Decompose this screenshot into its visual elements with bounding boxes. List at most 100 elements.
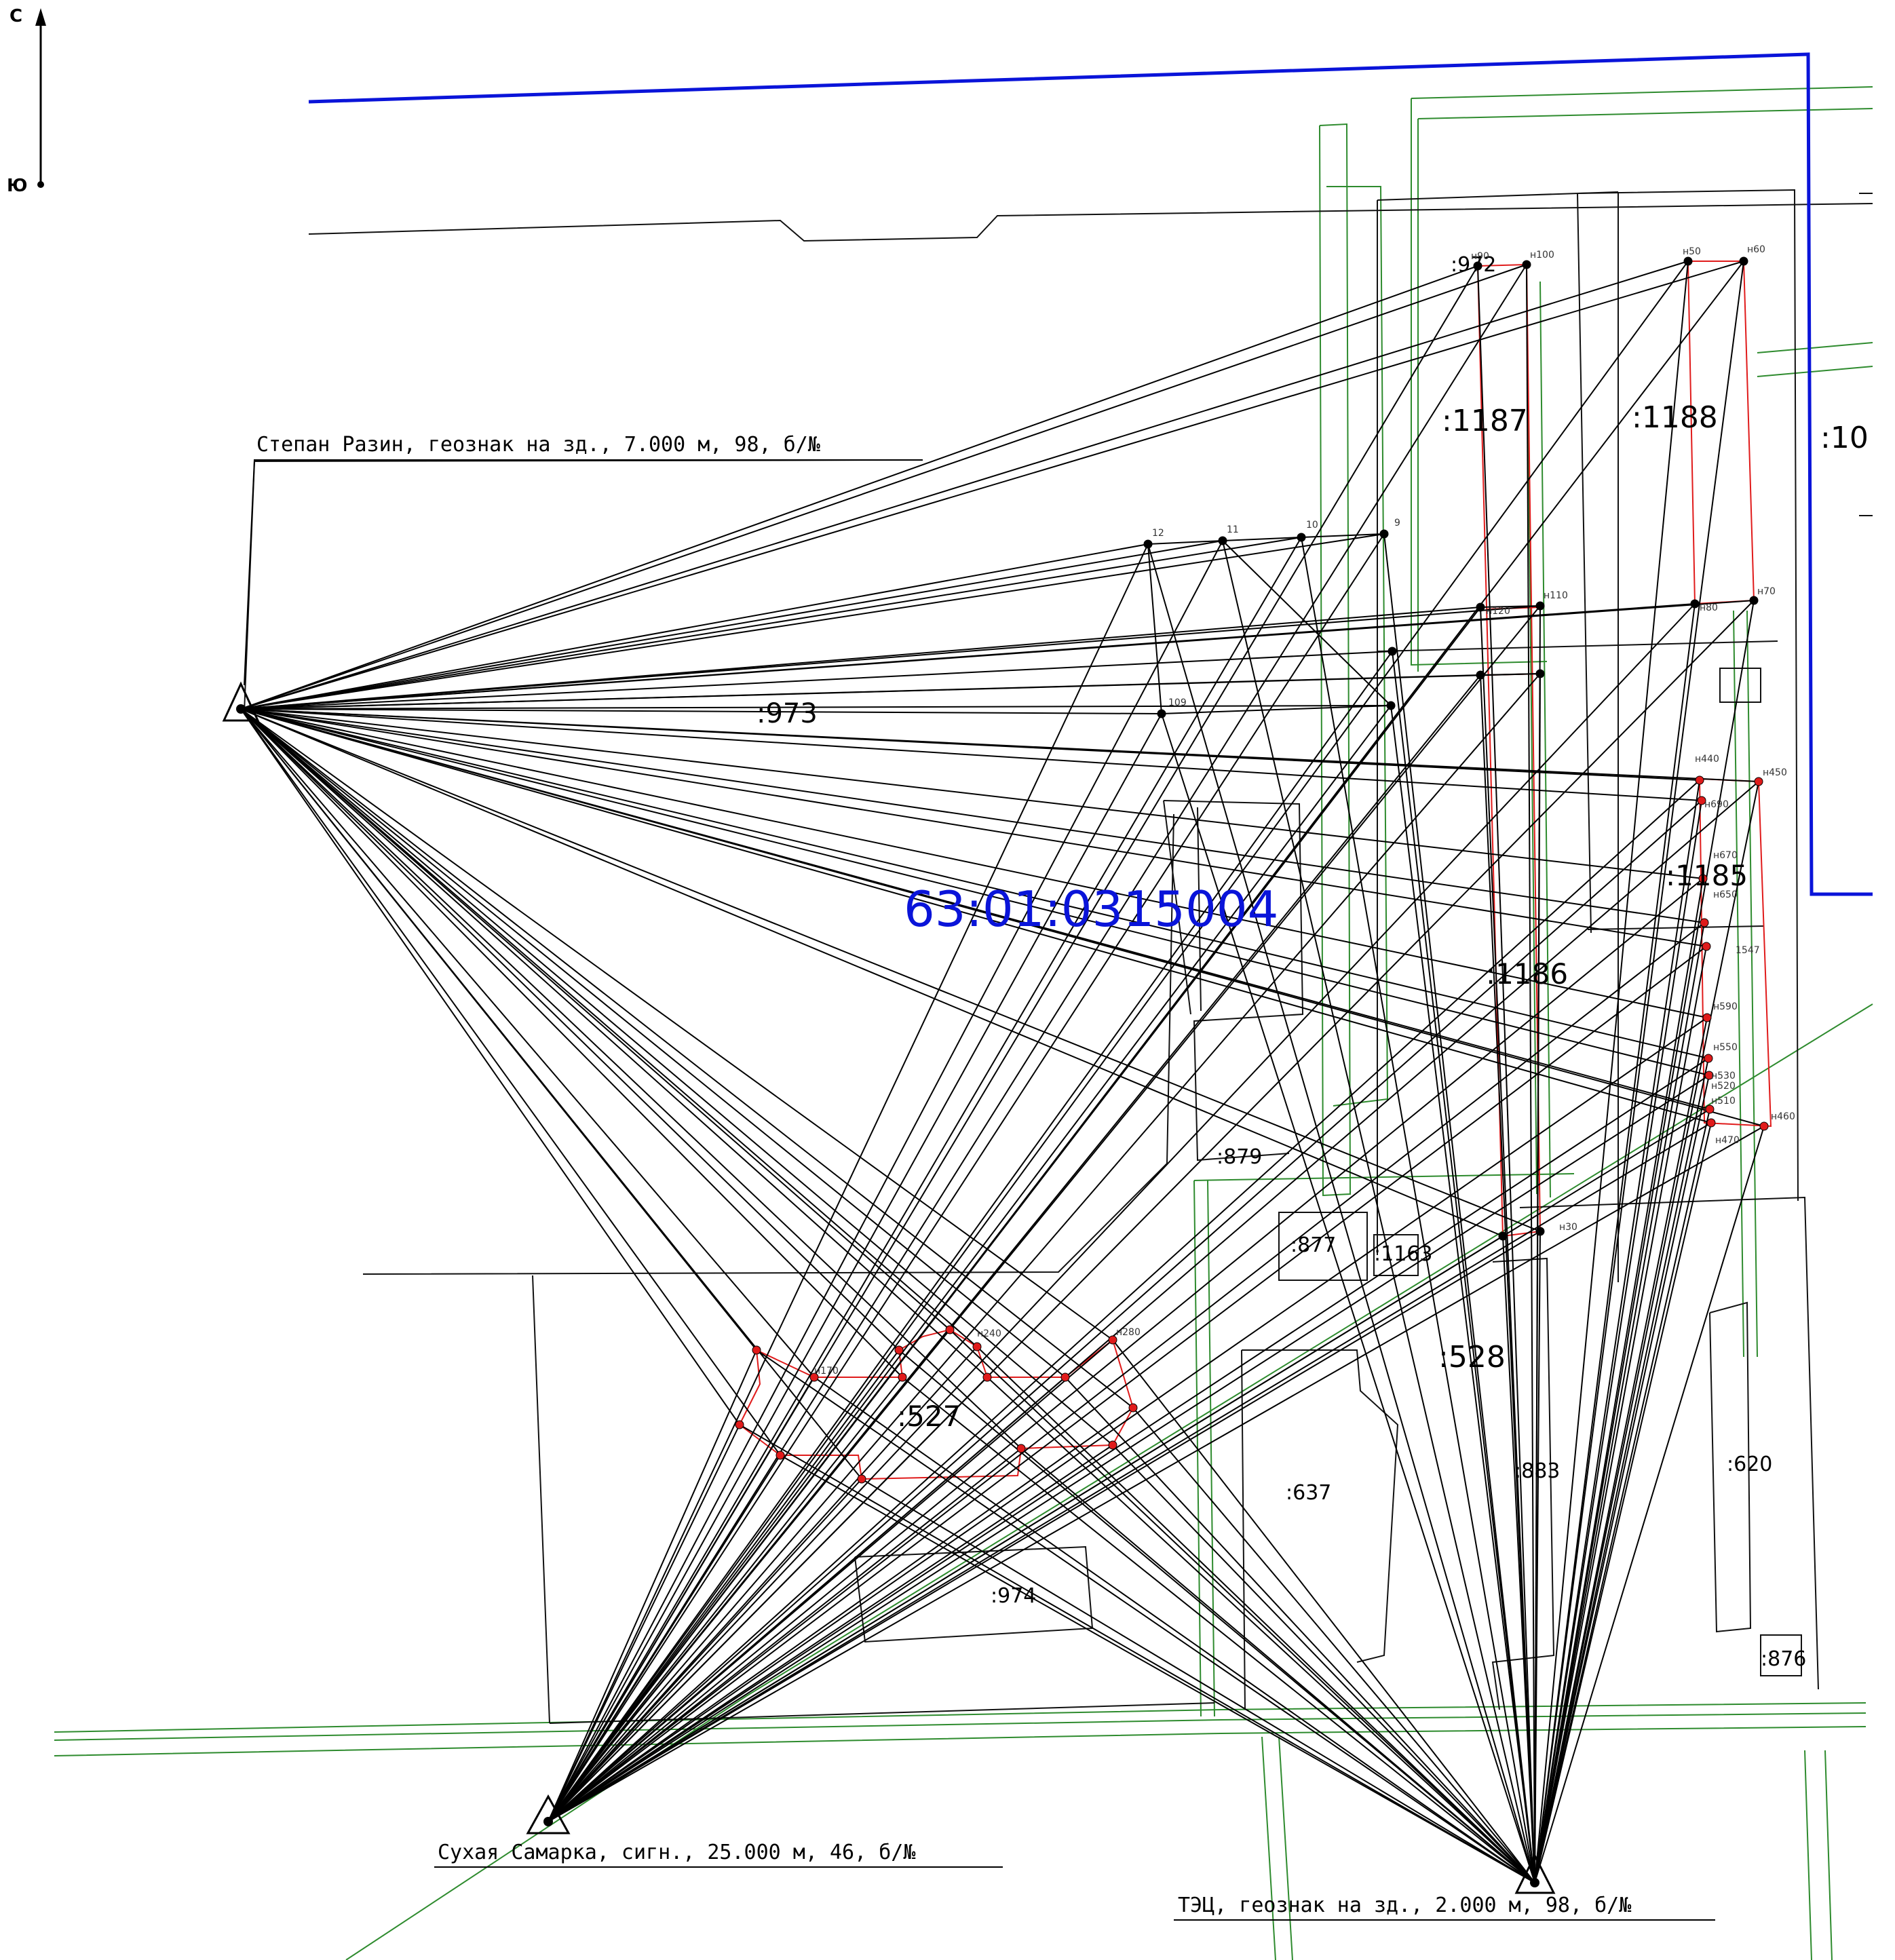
survey-point-marker xyxy=(1759,1121,1769,1131)
point-label: н460 xyxy=(1771,1111,1795,1122)
observation-ray xyxy=(548,1455,781,1822)
observation-ray xyxy=(548,261,1689,1822)
parcel-label-10: :10 xyxy=(1820,421,1869,455)
observation-ray xyxy=(240,708,1759,782)
observation-ray xyxy=(1222,537,1302,541)
survey-point-marker xyxy=(1473,261,1482,271)
observation-ray xyxy=(861,1478,1535,1883)
observation-ray xyxy=(548,607,1481,1822)
station-caption-razin: Степан Разин, геознак на зд., 7.000 м, 9… xyxy=(256,433,820,457)
survey-point-marker xyxy=(1702,942,1711,951)
parcel-label-1186: :1186 xyxy=(1486,957,1568,991)
observation-ray xyxy=(976,1346,1535,1883)
survey-point-marker xyxy=(1108,1440,1117,1450)
block-number-label: 63:01:0315004 xyxy=(904,881,1278,938)
survey-point-marker xyxy=(809,1372,819,1382)
survey-point-marker xyxy=(1476,670,1485,680)
survey-point-marker xyxy=(1706,1118,1716,1128)
parcel-label-1163: :1163 xyxy=(1374,1242,1432,1266)
observation-ray xyxy=(240,708,1162,714)
observation-ray xyxy=(548,780,1700,1822)
point-label: 9 xyxy=(1394,518,1400,529)
survey-point-marker xyxy=(1218,536,1227,545)
observation-ray xyxy=(240,537,1302,710)
observation-ray xyxy=(240,708,781,1456)
survey-point-marker xyxy=(982,1372,992,1382)
point-label: 12 xyxy=(1152,528,1164,539)
observation-ray xyxy=(1112,1339,1535,1883)
observation-ray xyxy=(548,1339,1113,1822)
compass-north-label: С xyxy=(9,6,22,26)
observation-ray xyxy=(548,946,1707,1822)
observation-ray xyxy=(548,540,1223,1822)
observation-ray xyxy=(548,1235,1504,1822)
point-label: н50 xyxy=(1683,246,1701,257)
observation-ray xyxy=(1534,1122,1712,1883)
observation-ray xyxy=(1161,713,1535,1883)
point-label: 10 xyxy=(1306,520,1318,531)
survey-point-marker xyxy=(735,1420,744,1429)
north-arrow-icon xyxy=(35,8,46,188)
station-caption-samarka: Сухая Самарка, сигн., 25.000 м, 46, б/№ xyxy=(438,1841,915,1864)
observation-ray xyxy=(1502,1235,1535,1883)
survey-point-marker xyxy=(1060,1372,1070,1382)
point-labels: н90 н100 н50 н60 12 11 10 9 н120 н110 н8… xyxy=(814,244,1795,1377)
red-contours xyxy=(738,261,1772,1480)
point-label: н550 xyxy=(1713,1042,1738,1053)
observation-ray xyxy=(1534,1231,1541,1883)
observation-rays xyxy=(240,261,1765,1883)
survey-point-marker xyxy=(1749,596,1759,605)
survey-point-marker xyxy=(1016,1444,1026,1453)
observation-ray xyxy=(240,708,1504,1237)
observation-ray xyxy=(240,708,1541,1232)
point-label: н120 xyxy=(1486,606,1510,617)
observation-ray xyxy=(1301,537,1535,1883)
observation-ray xyxy=(240,651,1393,710)
observation-ray xyxy=(1534,673,1541,1883)
point-label: н590 xyxy=(1713,1001,1738,1012)
observation-ray xyxy=(756,1349,1535,1883)
observation-ray xyxy=(548,651,1393,1822)
survey-point-marker xyxy=(1297,533,1306,542)
survey-point-marker xyxy=(1143,539,1153,549)
point-label: н510 xyxy=(1711,1096,1736,1107)
green-zone-lines xyxy=(54,86,1873,1960)
parcel-label-877: :877 xyxy=(1290,1233,1336,1257)
block-boundary xyxy=(308,52,1873,896)
observation-ray xyxy=(548,1075,1710,1822)
observation-ray xyxy=(1480,673,1541,676)
point-label: н30 xyxy=(1559,1222,1577,1233)
observation-ray xyxy=(1534,603,1696,1883)
survey-point-marker xyxy=(972,1342,982,1351)
point-label: н90 xyxy=(1471,251,1489,262)
survey-point-marker xyxy=(1157,709,1166,718)
observation-ray xyxy=(548,533,1385,1822)
observation-ray xyxy=(240,265,1478,710)
observation-ray xyxy=(739,1424,1535,1883)
observation-ray xyxy=(1301,533,1385,538)
survey-point-marker xyxy=(776,1450,785,1460)
survey-point-marker xyxy=(1702,1013,1712,1022)
observation-ray xyxy=(240,708,1710,1076)
observation-ray xyxy=(240,708,1707,947)
observation-ray xyxy=(548,1478,862,1822)
observation-ray xyxy=(1383,533,1535,1883)
observation-ray xyxy=(548,705,1392,1822)
observation-ray xyxy=(240,708,1765,1127)
observation-ray xyxy=(1534,800,1702,1883)
survey-point-marker xyxy=(1535,669,1545,678)
observation-ray xyxy=(240,708,903,1378)
observation-ray xyxy=(1477,265,1535,1883)
observation-ray xyxy=(1534,261,1689,1883)
point-label: 109 xyxy=(1168,697,1187,708)
observation-ray xyxy=(548,713,1162,1822)
observation-ray xyxy=(240,708,978,1347)
observation-ray xyxy=(1480,674,1535,1883)
observation-ray xyxy=(1161,705,1392,714)
observation-ray xyxy=(548,537,1302,1822)
observation-ray xyxy=(1222,540,1535,1883)
observation-ray xyxy=(548,1407,1134,1822)
survey-point-marker xyxy=(894,1345,904,1355)
observation-ray xyxy=(548,543,1149,1822)
